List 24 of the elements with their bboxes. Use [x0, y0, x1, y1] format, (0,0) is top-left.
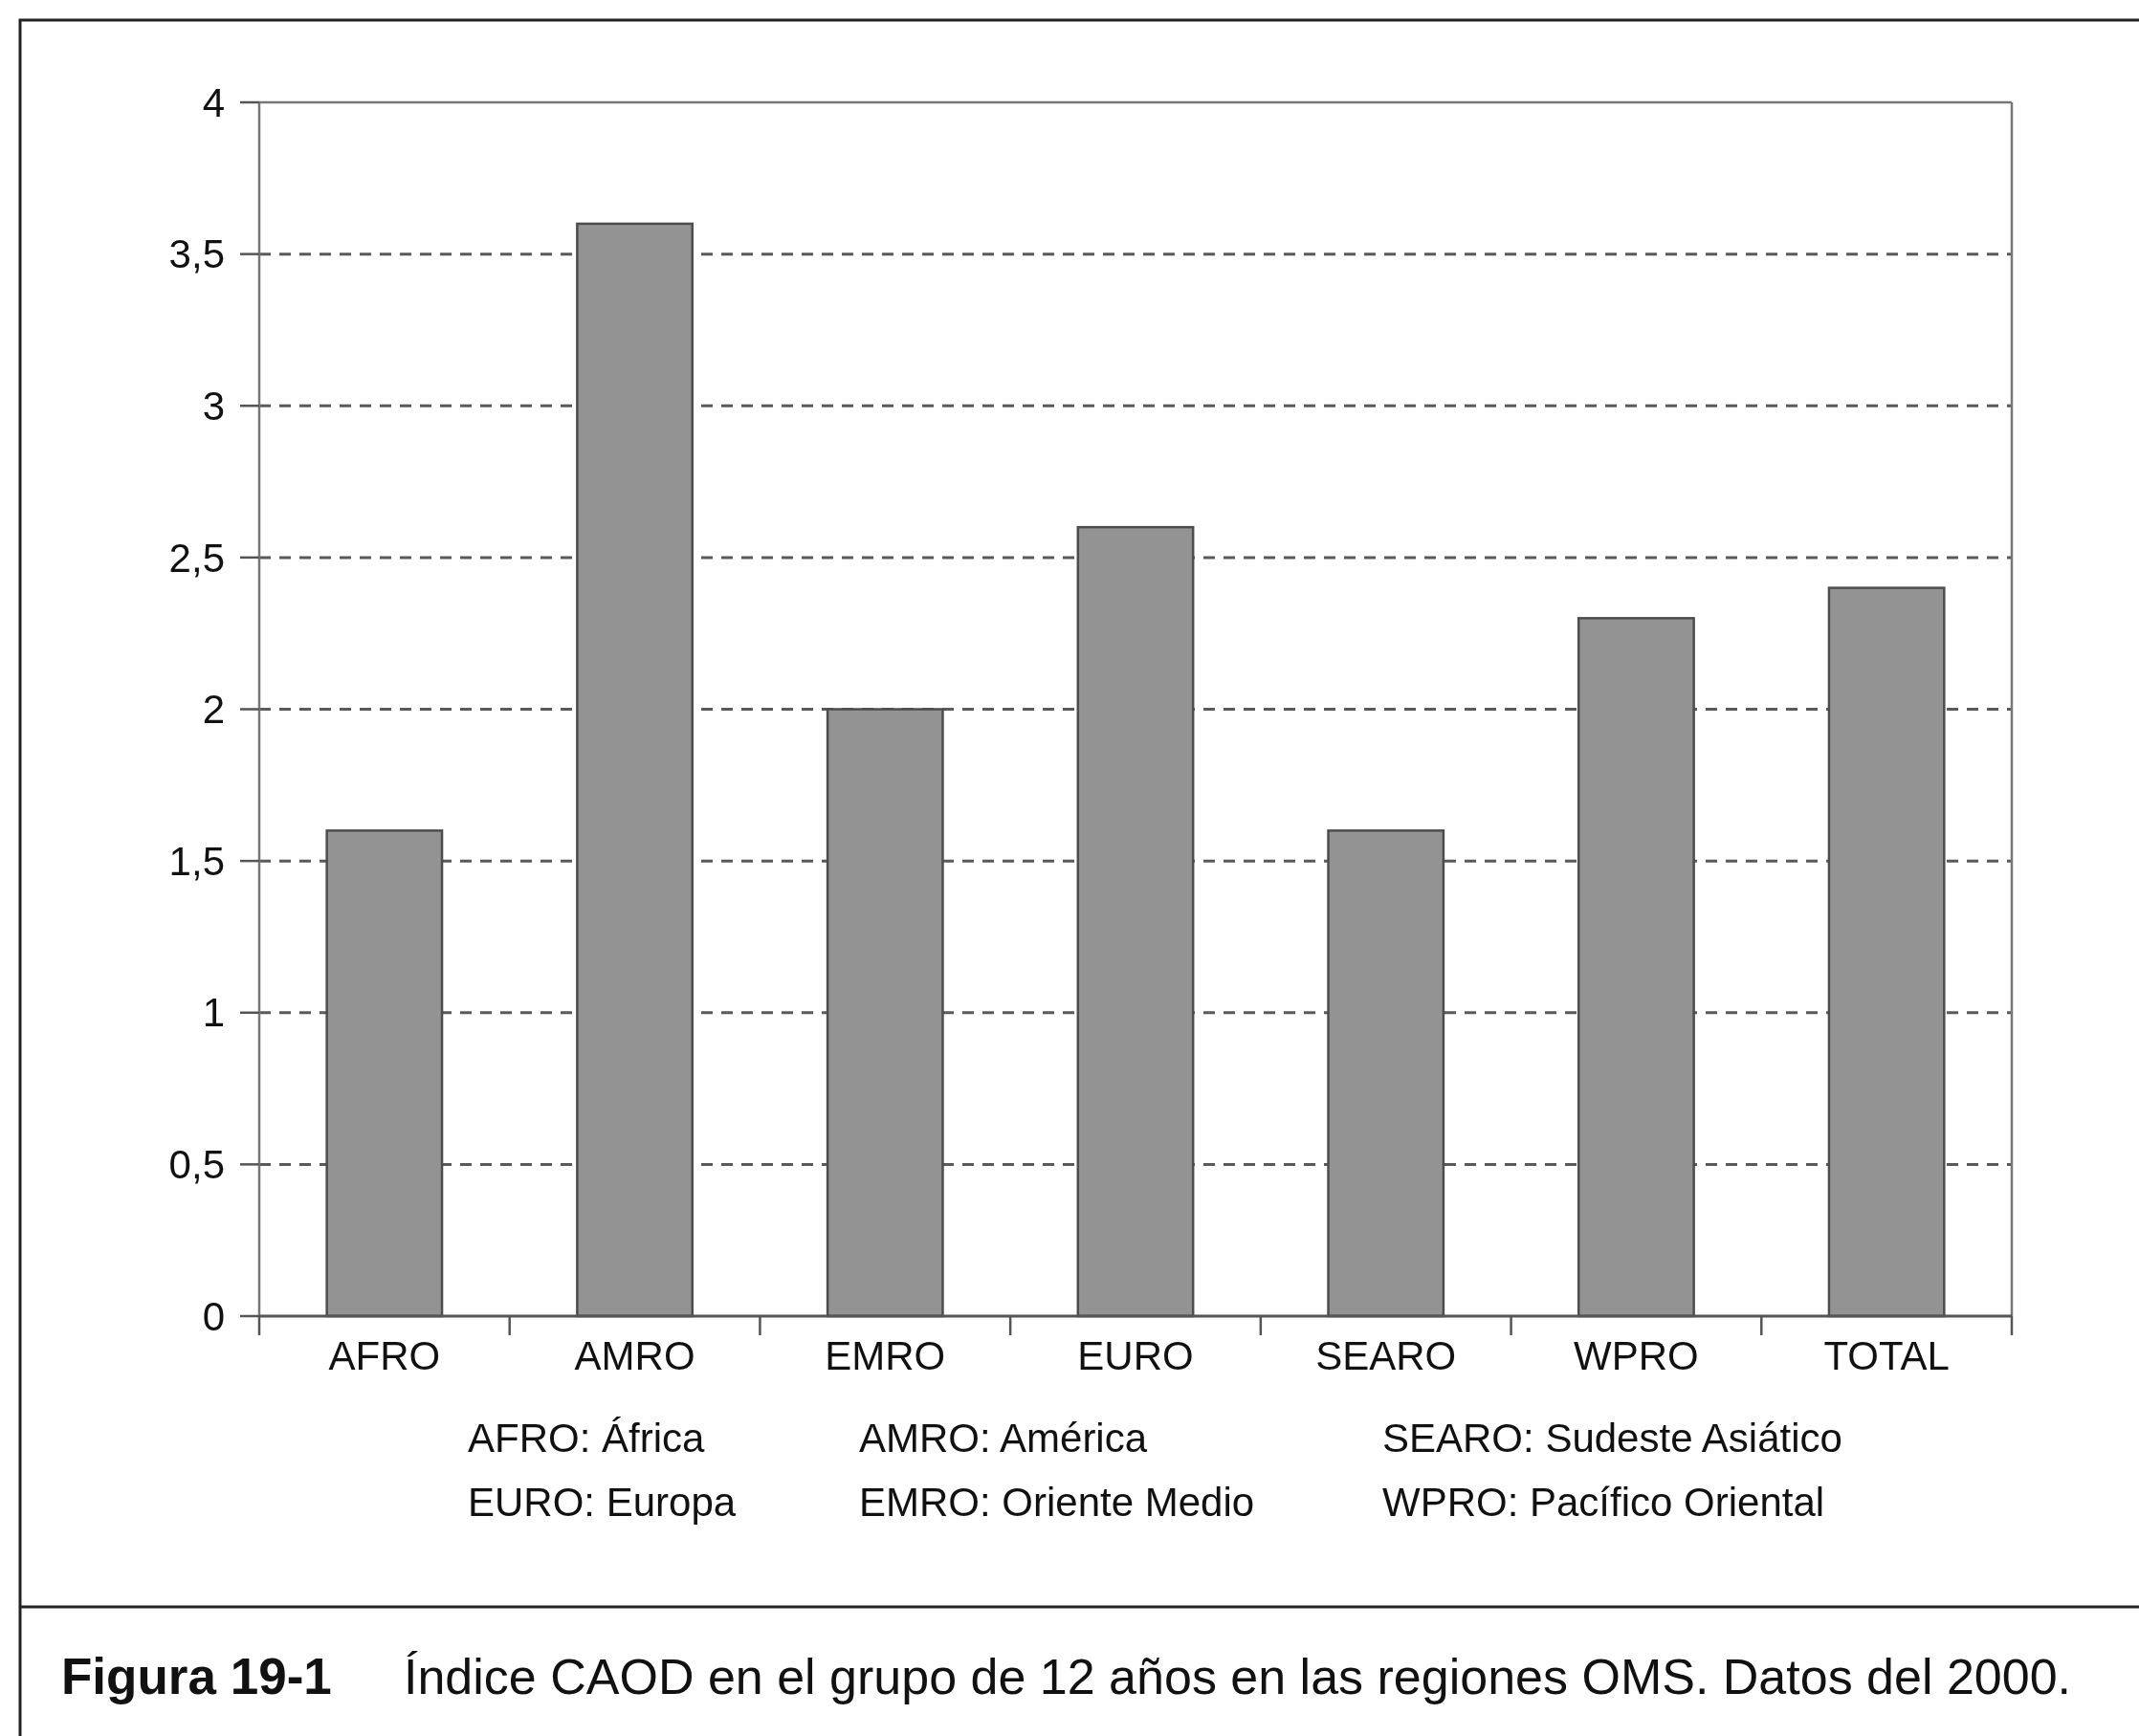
- text: Índice CAOD en el grupo de 12 años en las regiones OMS. Datos del 2000.: [404, 1649, 2072, 1704]
- x-tick-label: TOTAL: [1823, 1333, 1950, 1378]
- y-tick-label: 2,5: [168, 535, 225, 581]
- text: AFRO: África: [468, 1416, 706, 1461]
- text: EURO: Europa: [468, 1480, 737, 1525]
- x-tick-label: EMRO: [825, 1333, 946, 1378]
- x-tick-label: WPRO: [1574, 1333, 1699, 1378]
- x-tick-label: SEARO: [1315, 1333, 1457, 1378]
- text: Figura 19-1: [61, 1648, 332, 1704]
- text: SEARO: Sudeste Asiático: [1382, 1416, 1842, 1461]
- y-tick-label: 2: [202, 687, 225, 733]
- x-tick-label: AMRO: [574, 1333, 695, 1378]
- x-tick-label: EURO: [1077, 1333, 1194, 1378]
- x-tick-label: AFRO: [328, 1333, 441, 1378]
- y-tick-label: 0,5: [168, 1142, 225, 1188]
- text: WPRO: Pacífico Oriental: [1382, 1480, 1825, 1525]
- y-tick-label: 0: [202, 1293, 225, 1339]
- text: AMRO: América: [859, 1416, 1148, 1461]
- y-tick-label: 1,5: [168, 838, 225, 884]
- y-tick-label: 3: [202, 383, 225, 429]
- y-tick-label: 4: [202, 79, 225, 125]
- text: EMRO: Oriente Medio: [859, 1480, 1255, 1525]
- y-tick-label: 3,5: [168, 231, 225, 277]
- y-tick-label: 1: [202, 990, 225, 1036]
